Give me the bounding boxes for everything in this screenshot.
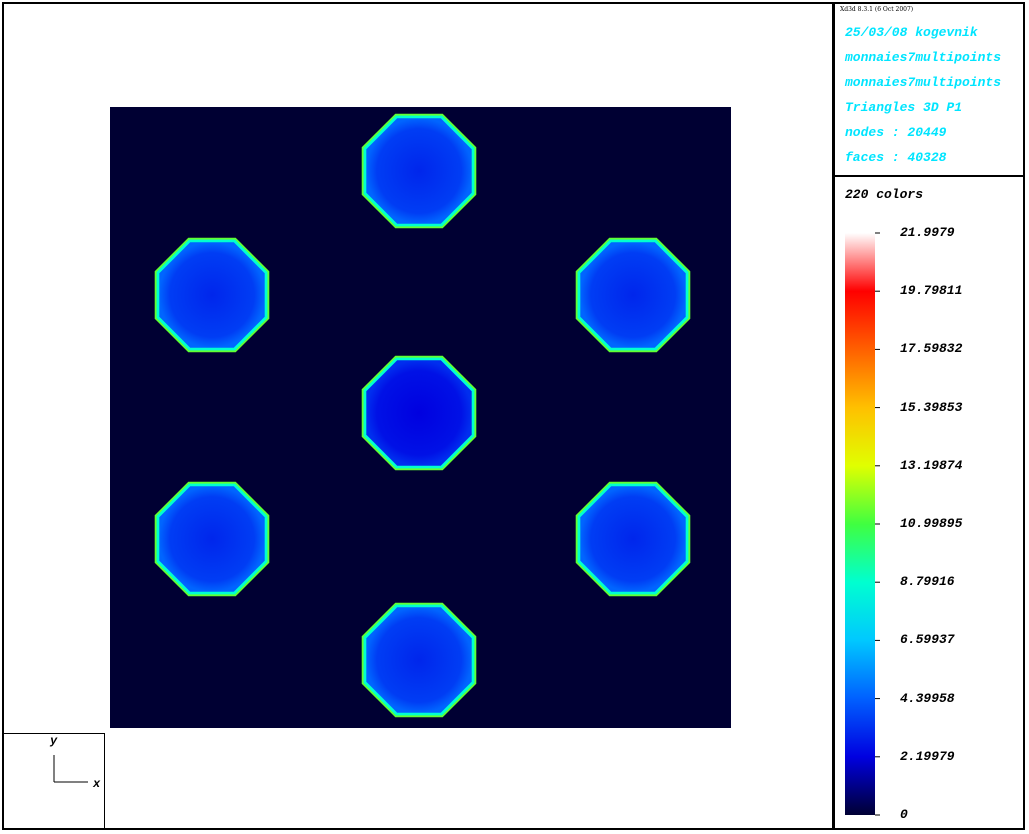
colorbar-tick-label: 19.79811 xyxy=(900,283,963,299)
colorbar-tick-label: 21.9979 xyxy=(900,225,955,240)
colorbar-tick-label: 8.79916 xyxy=(900,574,955,590)
info-title: monnaies7multipoints xyxy=(845,75,1002,90)
coin-center xyxy=(366,360,472,466)
colorbar-tick-label: 6.59937 xyxy=(900,632,955,648)
colorbar-ticks xyxy=(875,232,880,816)
x-axis-label: x xyxy=(93,777,101,791)
colorbar xyxy=(845,232,880,816)
coin-bottom xyxy=(366,607,472,713)
coin-lower-right xyxy=(580,486,686,592)
coin-upper-right xyxy=(580,242,686,348)
colorbar-tick-label: 17.59832 xyxy=(900,341,963,357)
colorbar-tick-label: 0 xyxy=(900,807,908,822)
info-date-user: 25/03/08 kogevnik xyxy=(845,25,978,40)
coin-lower-left xyxy=(159,486,265,592)
version-text: Xd3d 8.3.1 (6 Oct 2007) xyxy=(840,6,914,13)
info-element-type: Triangles 3D P1 xyxy=(845,100,963,115)
colorbar-gradient xyxy=(845,233,875,815)
colorbar-tick-label: 2.19979 xyxy=(900,748,955,764)
info-panel: Xd3d 8.3.1 (6 Oct 2007) 25/03/08 kogevni… xyxy=(835,4,1023,176)
colorbar-tick-label: 13.19874 xyxy=(900,457,963,473)
field-heatmap[interactable] xyxy=(4,4,832,828)
colorbar-tick-label: 10.99895 xyxy=(900,516,963,531)
info-nodes: nodes : 20449 xyxy=(845,125,947,140)
info-file-name: monnaies7multipoints xyxy=(845,50,1002,65)
info-faces: faces : 40328 xyxy=(845,150,947,165)
coins-group xyxy=(154,113,691,718)
coin-upper-left xyxy=(159,242,265,348)
legend-divider xyxy=(835,175,1023,177)
colors-count-label: 220 colors xyxy=(845,187,924,202)
colorbar-tick-label: 4.39958 xyxy=(900,690,955,706)
axis-indicator: y x xyxy=(4,733,105,828)
panel-divider xyxy=(832,2,835,830)
coin-top xyxy=(366,118,472,224)
colorbar-tick-label: 15.39853 xyxy=(900,399,963,415)
y-axis-label: y xyxy=(50,734,58,748)
colorbar-legend: 220 colors 21.9979 19.79811 17.59832 15.398… xyxy=(835,177,1023,828)
plot-area[interactable] xyxy=(4,4,832,828)
